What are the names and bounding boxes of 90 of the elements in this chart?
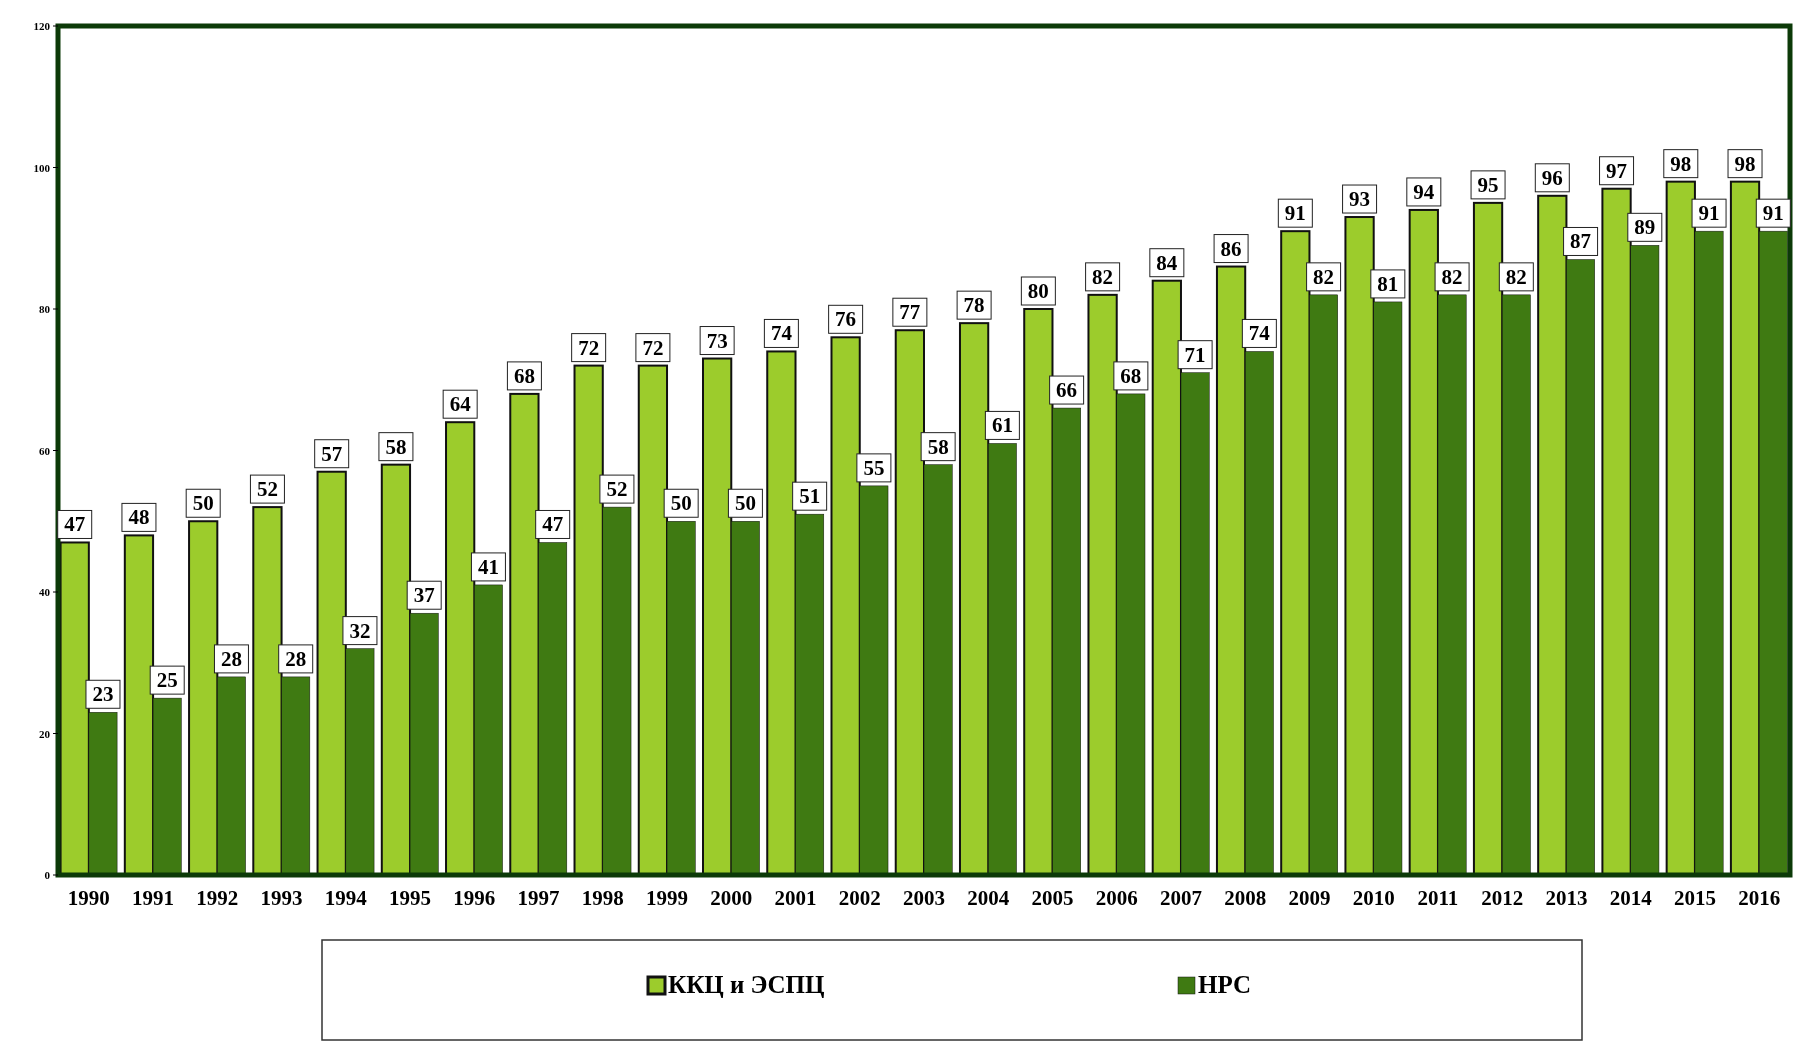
data-label: 78 bbox=[963, 293, 985, 318]
x-tick-label: 2004 bbox=[967, 886, 1010, 910]
data-label: 96 bbox=[1541, 165, 1563, 190]
x-tick-label: 1998 bbox=[581, 886, 624, 910]
y-tick-label: 120 bbox=[33, 20, 51, 32]
x-tick-label: 2012 bbox=[1481, 886, 1524, 910]
y-tick-label: 80 bbox=[39, 303, 51, 315]
x-tick-label: 2005 bbox=[1031, 886, 1074, 910]
data-label: 91 bbox=[1698, 201, 1720, 226]
data-label: 50 bbox=[192, 491, 214, 516]
x-tick-label: 1997 bbox=[517, 886, 560, 910]
x-tick-label: 1999 bbox=[646, 886, 689, 910]
x-tick-label: 1996 bbox=[453, 886, 496, 910]
x-tick-label: 2003 bbox=[903, 886, 945, 910]
data-label: 68 bbox=[1120, 363, 1142, 388]
data-label: 55 bbox=[863, 455, 885, 480]
data-label: 97 bbox=[1606, 158, 1628, 183]
data-label: 73 bbox=[706, 328, 728, 353]
x-tick-label: 1991 bbox=[132, 886, 175, 910]
x-tick-label: 1995 bbox=[389, 886, 432, 910]
data-label: 82 bbox=[1505, 264, 1527, 289]
data-label: 50 bbox=[734, 491, 756, 516]
x-tick-label: 2001 bbox=[774, 886, 817, 910]
x-tick-label: 2009 bbox=[1288, 886, 1331, 910]
data-label: 82 bbox=[1313, 264, 1335, 289]
data-label: 94 bbox=[1413, 179, 1435, 204]
y-tick-label: 60 bbox=[39, 444, 51, 457]
y-tick-label: 100 bbox=[33, 161, 51, 174]
data-label: 72 bbox=[642, 335, 664, 360]
data-label: 74 bbox=[1248, 321, 1271, 346]
data-label: 48 bbox=[128, 505, 150, 530]
x-tick-label: 1993 bbox=[260, 886, 303, 910]
data-label: 28 bbox=[220, 646, 242, 671]
data-label: 47 bbox=[542, 512, 564, 537]
data-label: 58 bbox=[927, 434, 949, 459]
data-label: 37 bbox=[413, 583, 435, 608]
x-tick-label: 2007 bbox=[1159, 886, 1202, 910]
y-tick-label: 0 bbox=[44, 869, 51, 881]
data-label: 61 bbox=[991, 413, 1013, 438]
x-tick-label: 2002 bbox=[838, 886, 881, 910]
data-label: 66 bbox=[1056, 378, 1078, 403]
y-tick-label: 40 bbox=[39, 586, 51, 598]
data-label: 76 bbox=[835, 307, 857, 332]
data-label: 84 bbox=[1156, 250, 1178, 275]
x-tick-label: 2000 bbox=[710, 886, 753, 910]
data-label: 28 bbox=[285, 646, 307, 671]
x-tick-label: 2006 bbox=[1095, 886, 1138, 910]
legend-label: НРС bbox=[1198, 971, 1252, 998]
data-label: 91 bbox=[1762, 201, 1784, 226]
data-label: 77 bbox=[899, 300, 921, 325]
data-label: 87 bbox=[1570, 229, 1592, 254]
data-label: 41 bbox=[477, 554, 499, 579]
data-label: 64 bbox=[449, 392, 472, 417]
x-tick-label: 2010 bbox=[1352, 886, 1395, 910]
y-tick-label: 20 bbox=[39, 727, 51, 740]
x-tick-label: 1992 bbox=[196, 886, 239, 910]
data-label: 72 bbox=[578, 335, 600, 360]
data-label: 50 bbox=[670, 491, 692, 516]
data-label: 23 bbox=[92, 682, 114, 707]
x-tick-label: 2016 bbox=[1738, 886, 1781, 910]
data-label: 95 bbox=[1477, 172, 1499, 197]
data-label: 71 bbox=[1184, 342, 1206, 367]
data-label: 58 bbox=[385, 434, 407, 459]
legend-label: ККЦ и ЭСПЦ bbox=[668, 971, 826, 998]
data-label: 86 bbox=[1220, 236, 1242, 261]
x-tick-label: 2014 bbox=[1609, 886, 1653, 910]
x-tick-label: 1990 bbox=[67, 886, 110, 910]
data-label: 25 bbox=[156, 668, 178, 693]
x-tick-label: 2011 bbox=[1417, 886, 1459, 910]
data-label: 89 bbox=[1634, 215, 1656, 240]
data-label: 81 bbox=[1377, 271, 1399, 296]
data-label: 80 bbox=[1027, 279, 1049, 303]
data-label: 82 bbox=[1441, 264, 1463, 289]
x-tick-label: 2008 bbox=[1224, 886, 1267, 910]
data-label: 91 bbox=[1284, 201, 1306, 226]
data-label: 93 bbox=[1349, 187, 1371, 212]
data-label: 32 bbox=[349, 618, 371, 643]
data-label: 52 bbox=[256, 477, 278, 502]
data-label: 68 bbox=[513, 363, 535, 388]
data-label: 74 bbox=[770, 321, 793, 346]
data-label: 51 bbox=[799, 484, 821, 509]
x-tick-label: 2015 bbox=[1673, 886, 1716, 910]
x-tick-label: 1994 bbox=[324, 886, 368, 910]
data-label: 98 bbox=[1670, 151, 1692, 176]
data-label: 82 bbox=[1092, 264, 1114, 289]
data-label: 52 bbox=[606, 477, 628, 502]
data-label: 57 bbox=[321, 441, 343, 466]
data-label: 47 bbox=[64, 512, 86, 537]
x-tick-label: 2013 bbox=[1545, 886, 1588, 910]
data-label: 98 bbox=[1734, 151, 1756, 176]
